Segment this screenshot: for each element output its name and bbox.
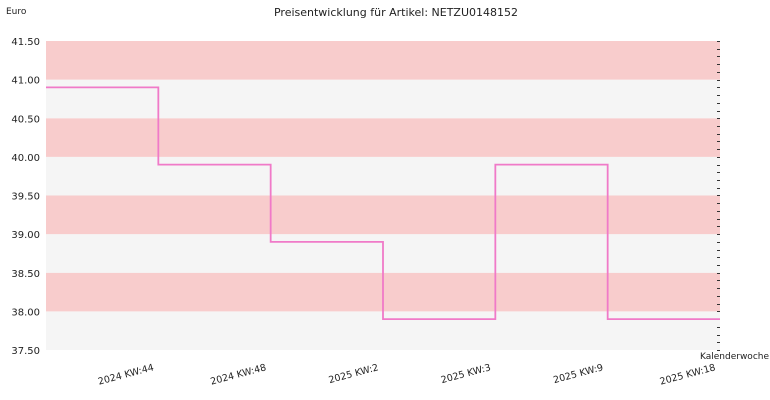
x-tick-label: 2025 KW:18 <box>659 362 717 387</box>
x-axis-label: Kalenderwoche <box>700 352 769 362</box>
plot-band <box>46 41 720 80</box>
y-tick-label: 37.50 <box>11 346 40 357</box>
y-axis-tick-labels: 41.50 41.00 40.50 40.00 39.50 39.00 38.50 38.00… <box>11 37 40 357</box>
y-axis-label: Euro <box>6 7 27 17</box>
plot-band <box>46 195 720 235</box>
x-tick-label: 2025 KW:3 <box>440 362 492 386</box>
x-tick-label: 2024 KW:48 <box>209 362 267 387</box>
x-axis-tick-labels: 2024 KW:44 2024 KW:48 2025 KW:2 2025 KW:3 20… <box>97 362 717 387</box>
x-tick-label: 2025 KW:9 <box>552 362 604 386</box>
right-axis-ticks <box>717 41 720 351</box>
plot-band <box>46 79 720 119</box>
plot-band <box>46 156 720 196</box>
y-tick-label: 39.00 <box>11 230 40 241</box>
y-tick-label: 40.00 <box>11 153 40 164</box>
y-tick-label: 38.00 <box>11 307 40 318</box>
y-tick-label: 40.50 <box>11 114 40 125</box>
y-tick-label: 41.00 <box>11 76 40 87</box>
y-tick-label: 41.50 <box>11 37 40 48</box>
plot-band <box>46 118 720 157</box>
y-tick-label: 38.50 <box>11 269 40 280</box>
x-tick-label: 2025 KW:2 <box>328 362 380 386</box>
series-price-line <box>46 86 720 320</box>
x-tick-label: 2024 KW:44 <box>97 362 155 387</box>
chart-title: Preisentwicklung für Artikel: NETZU01481… <box>274 6 518 19</box>
y-tick-label: 39.50 <box>11 192 40 203</box>
series-line-group <box>46 86 720 320</box>
